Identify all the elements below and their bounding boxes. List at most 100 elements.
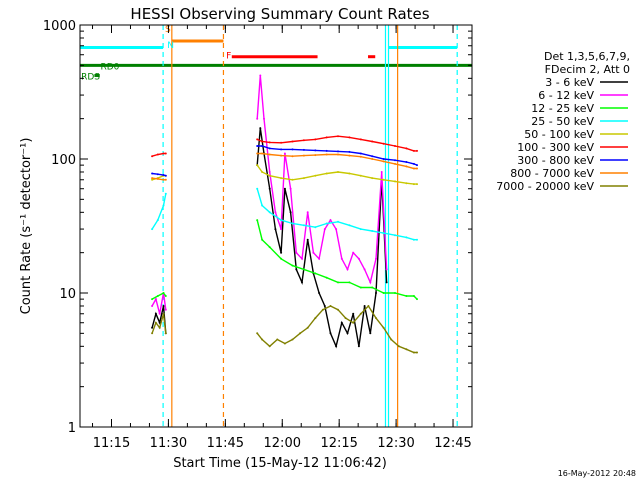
data-point — [301, 281, 303, 284]
data-point — [314, 226, 317, 229]
data-point — [280, 257, 283, 260]
data-point — [291, 264, 294, 267]
data-point — [261, 140, 264, 143]
data-point — [405, 147, 408, 150]
data-point — [323, 228, 326, 231]
legend-label: 300 - 800 keV — [517, 154, 594, 167]
data-point — [151, 326, 154, 329]
data-point — [357, 345, 360, 348]
data-point — [412, 238, 415, 241]
data-point — [416, 164, 418, 167]
data-point — [385, 268, 388, 271]
data-point — [283, 152, 286, 155]
data-point — [268, 141, 271, 144]
data-point — [276, 338, 279, 341]
data-point — [283, 342, 286, 345]
data-point — [261, 171, 264, 173]
data-point — [302, 224, 305, 227]
legend-label: 800 - 7000 keV — [510, 167, 594, 180]
data-point — [348, 172, 351, 175]
data-point — [256, 138, 259, 141]
data-point — [325, 153, 328, 156]
data-point — [382, 232, 385, 235]
data-point — [259, 74, 262, 77]
data-point — [268, 211, 271, 214]
data-point — [314, 149, 317, 152]
data-point — [412, 162, 415, 165]
data-point — [154, 312, 157, 315]
data-point — [416, 183, 418, 186]
data-point — [337, 220, 339, 223]
data-point — [164, 178, 167, 181]
y-tick-label: 1 — [68, 421, 76, 436]
data-point — [344, 317, 347, 320]
data-point — [256, 117, 259, 120]
data-point — [363, 268, 366, 271]
data-point — [283, 187, 286, 190]
data-point — [335, 345, 338, 348]
x-tick-label: 12:15 — [320, 436, 357, 451]
y-tick-label: 10 — [59, 287, 76, 302]
data-point — [164, 295, 167, 297]
data-point — [352, 251, 355, 254]
data-point — [382, 178, 385, 181]
data-point — [348, 154, 351, 157]
data-point — [151, 228, 154, 231]
data-point — [371, 155, 374, 158]
data-point — [359, 312, 362, 315]
data-point — [268, 171, 271, 173]
data-point — [337, 153, 339, 156]
data-point — [371, 140, 374, 143]
data-point — [268, 153, 271, 156]
footer-timestamp: 16-May-2012 20:48 — [558, 469, 636, 478]
data-point — [412, 167, 415, 170]
data-point — [299, 332, 302, 335]
data-point — [329, 332, 332, 335]
data-point — [164, 174, 167, 177]
data-point — [256, 332, 259, 335]
series-line-0 — [151, 127, 388, 349]
chart-title: HESSI Observing Summary Count Rates — [130, 5, 429, 23]
data-point — [337, 135, 339, 138]
data-point — [369, 332, 372, 335]
data-point — [412, 295, 415, 297]
data-point — [371, 230, 374, 232]
data-point — [154, 298, 157, 301]
data-point — [261, 338, 264, 341]
data-point — [371, 177, 374, 180]
data-point — [416, 351, 418, 354]
data-point — [256, 164, 259, 167]
data-point — [158, 321, 161, 324]
data-point — [261, 145, 264, 147]
data-point — [369, 281, 372, 284]
data-point — [162, 305, 165, 307]
data-point — [380, 171, 383, 173]
data-point — [302, 154, 305, 157]
data-point — [405, 165, 408, 168]
data-point — [416, 298, 418, 301]
data-point — [162, 178, 165, 181]
data-point — [337, 281, 339, 284]
data-point — [156, 219, 159, 222]
data-point — [382, 158, 385, 160]
data-point — [348, 281, 351, 284]
data-point — [314, 272, 317, 275]
data-point — [340, 257, 343, 260]
y-axis: 1 10 100 1000 — [43, 19, 472, 436]
data-point — [382, 326, 385, 329]
data-point — [337, 171, 339, 173]
data-point — [394, 292, 396, 294]
data-point — [151, 298, 154, 301]
series-line-8 — [151, 304, 417, 354]
x-tick-label: 11:45 — [207, 436, 244, 451]
data-point — [314, 174, 317, 177]
data-point — [412, 351, 415, 354]
data-point — [394, 234, 396, 237]
data-point — [412, 149, 415, 152]
data-point — [306, 326, 309, 329]
data-point — [357, 257, 360, 260]
data-point — [261, 204, 264, 207]
data-point — [394, 159, 396, 162]
x-tick-label: 12:30 — [377, 436, 414, 451]
data-point — [382, 292, 385, 294]
